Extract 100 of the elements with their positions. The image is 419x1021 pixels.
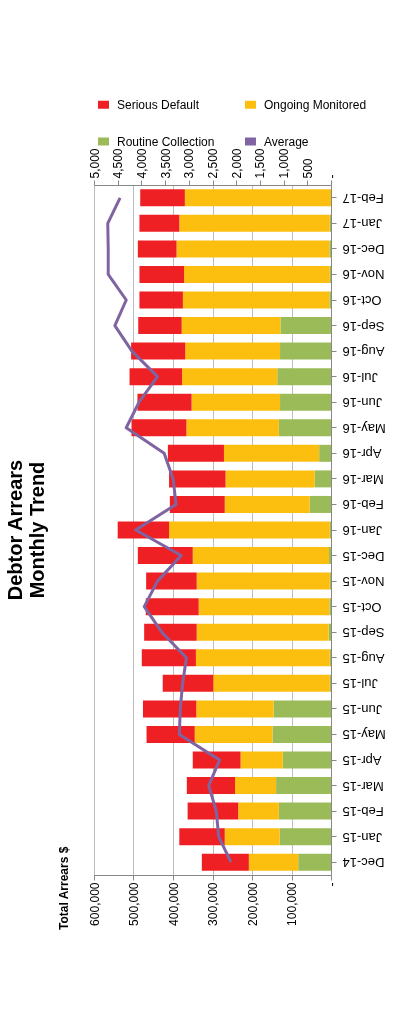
bar <box>186 419 279 437</box>
bar <box>181 317 281 335</box>
y-tick-label: Oct-16 <box>342 293 382 308</box>
bar <box>138 317 182 335</box>
bar <box>144 623 197 641</box>
x2-tick-label: 4,500 <box>111 148 126 179</box>
legend-label: Serious Default <box>117 97 200 112</box>
bar <box>137 547 193 565</box>
bar <box>280 317 331 335</box>
x2-tick-label: 3,000 <box>182 148 197 179</box>
y-tick-label: Aug-16 <box>342 344 385 360</box>
y-tick-label: Sep-16 <box>342 318 385 334</box>
y-tick-label: Mar-16 <box>342 471 384 487</box>
bar <box>185 342 281 360</box>
x-tick-label: 600,000 <box>87 882 102 926</box>
x-tick-label: 400,000 <box>166 882 181 926</box>
bar <box>248 853 299 871</box>
bar <box>201 853 249 871</box>
x-tick-label: - <box>324 882 339 887</box>
bar <box>238 802 279 820</box>
y-tick-label: May-16 <box>342 420 386 436</box>
bar <box>179 214 330 232</box>
bar <box>169 495 225 513</box>
text: Debtor Arrears Monthly Trend <box>4 459 48 601</box>
y-tick-label: Sep-15 <box>342 625 385 641</box>
y-tick-label: Apr-16 <box>342 446 382 462</box>
bar <box>129 368 183 386</box>
bar <box>169 470 226 488</box>
bar <box>141 649 196 667</box>
bar <box>186 777 236 795</box>
bar <box>146 725 195 743</box>
x-tick-label: 300,000 <box>206 882 220 926</box>
x2-tick-label: 500 <box>300 158 315 179</box>
y-tick-label: Dec-16 <box>342 241 385 257</box>
bar <box>314 470 331 488</box>
y-tick-label: Oct-15 <box>342 599 382 615</box>
bar <box>194 725 273 743</box>
y-tick-label: Jun-16 <box>342 395 383 411</box>
x-tick-label: 500,000 <box>127 882 141 926</box>
bar <box>272 725 331 743</box>
bar <box>198 598 330 616</box>
text: Total Arrears $ <box>57 846 71 930</box>
bar <box>146 572 197 590</box>
bar <box>176 240 330 258</box>
bar <box>223 444 320 462</box>
bar <box>213 674 330 692</box>
bar <box>309 495 331 513</box>
x2-tick-label: 1,000 <box>277 148 292 179</box>
x2-tick-label: 2,500 <box>206 148 220 179</box>
y-tick-label: Dec-15 <box>342 548 385 564</box>
bar <box>192 547 330 565</box>
y-tick-label: Jan-15 <box>342 829 383 845</box>
legend-label: Ongoing Monitored <box>264 97 367 112</box>
y-tick-label: Feb-17 <box>342 190 384 206</box>
bar <box>131 419 187 437</box>
x2-tick-label: - <box>324 174 339 179</box>
bar <box>167 444 224 462</box>
bar <box>277 368 331 386</box>
bar <box>278 419 331 437</box>
bar <box>137 393 192 411</box>
bar <box>182 291 330 309</box>
bar <box>280 393 331 411</box>
bar <box>145 598 199 616</box>
bar <box>169 521 330 539</box>
y-tick-label: Apr-15 <box>342 753 382 768</box>
bar <box>179 828 225 846</box>
bar <box>279 828 331 846</box>
bar <box>137 240 177 258</box>
bar <box>282 751 331 769</box>
bar <box>139 291 183 309</box>
bar <box>184 265 330 283</box>
y-tick-label: Jul-16 <box>342 369 378 385</box>
bar <box>139 265 185 283</box>
bar <box>162 674 214 692</box>
bar <box>278 802 331 820</box>
bar <box>140 189 185 207</box>
bar <box>196 623 329 641</box>
x-tick-label: 100,000 <box>285 882 299 926</box>
y-tick-label: Jul-15 <box>342 676 378 692</box>
bar <box>182 368 278 386</box>
legend-label: Routine Collection <box>117 134 215 149</box>
bar <box>298 853 331 871</box>
bar <box>319 444 331 462</box>
y-tick-label: Nov-16 <box>342 267 385 283</box>
bar <box>131 342 186 360</box>
y-tick-label: May-15 <box>342 727 386 743</box>
y-tick-label: Aug-15 <box>342 650 385 666</box>
x2-tick-label: 1,500 <box>253 148 268 179</box>
bar <box>142 700 197 718</box>
bar <box>196 572 330 590</box>
x2-tick-label: 3,500 <box>158 148 173 179</box>
legend-label: Average <box>264 134 309 149</box>
y-tick-label: Jun-15 <box>342 701 383 717</box>
y-tick-label: Mar-15 <box>342 778 384 794</box>
x2-tick-label: 4,000 <box>134 148 149 179</box>
bar <box>195 649 330 667</box>
bar <box>240 751 283 769</box>
y-tick-label: Jan-17 <box>342 216 383 232</box>
bar <box>235 777 277 795</box>
bar <box>224 828 280 846</box>
